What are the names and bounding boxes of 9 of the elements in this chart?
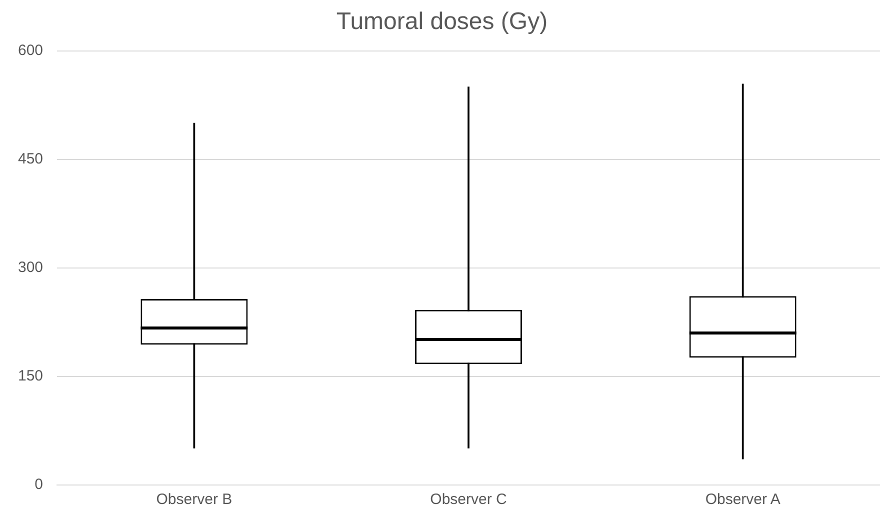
x-tick-label: Observer A — [705, 491, 780, 508]
y-tick-label: 450 — [18, 150, 44, 168]
y-tick-label: 600 — [18, 42, 44, 59]
x-tick-label: Observer C — [430, 491, 508, 508]
x-tick-label: Observer B — [156, 491, 232, 508]
y-tick-label: 300 — [18, 259, 44, 276]
y-tick-label: 150 — [18, 368, 44, 385]
chart-title: Tumoral doses (Gy) — [336, 8, 548, 36]
y-tick-label: 0 — [34, 476, 44, 494]
